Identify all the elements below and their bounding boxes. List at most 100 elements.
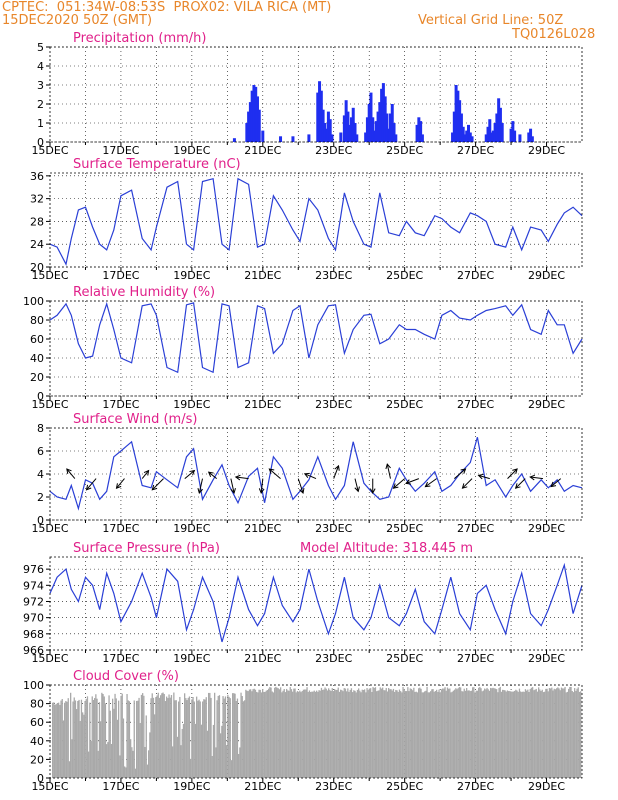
wind-arrow-head <box>207 471 214 478</box>
wind-arrow <box>550 478 562 487</box>
cloud-bar <box>308 690 311 778</box>
precip-bar <box>376 111 380 142</box>
cloud-bar <box>222 696 224 778</box>
cloud-bar <box>329 689 331 778</box>
cloud-bar <box>164 701 167 778</box>
wind-arrow-head <box>143 469 150 476</box>
cloud-bar <box>206 730 209 778</box>
cloud-bar <box>253 688 255 778</box>
cloud-bar <box>160 695 162 778</box>
cloud-bar <box>546 688 548 778</box>
cloud-bar <box>306 687 308 778</box>
cloud-bar <box>552 690 554 778</box>
cloud-bar <box>395 689 397 778</box>
cloud-bar <box>472 687 474 778</box>
x-tick-label: 23DEC <box>315 398 352 411</box>
panel-title: Relative Humidity (%) <box>73 285 215 300</box>
cloud-bar <box>274 687 276 778</box>
cloud-bar <box>499 686 501 778</box>
cloud-bar <box>162 692 164 778</box>
precip-bar <box>456 90 460 142</box>
cloud-bar <box>174 700 176 778</box>
cloud-bar <box>193 701 195 778</box>
cloud-bar <box>474 692 476 778</box>
cloud-bar <box>505 691 507 778</box>
precip-bar <box>261 130 265 142</box>
cloud-bar <box>442 688 444 778</box>
cloud-bar <box>238 753 240 778</box>
cloud-bar <box>78 699 80 778</box>
cloud-bar <box>241 696 243 778</box>
cloud-bar <box>314 691 317 778</box>
cloud-bar <box>182 723 185 778</box>
precip-bar <box>467 124 471 142</box>
y-tick-label: 970 <box>23 612 44 625</box>
cloud-bar <box>62 720 65 778</box>
cloud-bar <box>245 689 247 778</box>
cloud-bar <box>367 690 369 778</box>
header-date: 15DEC2020 50Z (GMT) <box>2 13 153 28</box>
cloud-bar <box>523 691 525 778</box>
cloud-bar <box>475 690 477 778</box>
cloud-bar <box>412 690 414 778</box>
cloud-bar <box>386 691 389 778</box>
y-tick-label: 2 <box>37 491 44 504</box>
cloud-bar <box>392 688 395 778</box>
panel-title: Cloud Cover (%) <box>73 669 179 684</box>
cloud-bar <box>307 691 309 778</box>
wind-arrow <box>393 478 405 489</box>
precip-bar <box>348 124 352 142</box>
cloud-bar <box>91 696 93 778</box>
cloud-bar <box>290 689 293 778</box>
cloud-bar <box>302 689 305 778</box>
wind-arrow-head <box>234 474 241 481</box>
cloud-bar <box>374 687 377 778</box>
wind-arrow <box>151 478 164 491</box>
precip-bar <box>491 130 495 142</box>
cloud-bar <box>143 695 145 778</box>
panel-temperature: 20 24 28 32 36 15DEC 17DEC 19DEC 21DEC 23DEC 25DEC… <box>30 157 583 282</box>
wind-arrow <box>462 478 473 489</box>
cloud-bar <box>259 689 261 778</box>
wind-arrow <box>333 465 340 479</box>
cloud-bar <box>425 690 427 778</box>
cloud-bar <box>157 692 159 778</box>
cloud-bar <box>532 687 534 778</box>
y-tick-label: 100 <box>23 679 44 692</box>
cloud-bar <box>77 701 79 778</box>
cloud-bar <box>184 693 186 778</box>
wind-arrow <box>304 473 317 480</box>
cloud-bar <box>262 688 264 778</box>
plot-frame <box>49 684 583 779</box>
cloud-bar <box>449 688 451 778</box>
x-tick-label: 21DEC <box>244 398 281 411</box>
cloud-bar <box>300 692 302 778</box>
cloud-bar <box>336 689 338 778</box>
wind-arrow-head <box>392 483 399 489</box>
cloud-bar <box>575 690 577 778</box>
cloud-bar <box>491 688 493 778</box>
panel-humidity: 0 20 40 60 80 100 15DEC 17DEC 19DEC 21DEC 23DEC 25D… <box>23 285 583 411</box>
cloud-bar <box>268 688 270 778</box>
cloud-bar <box>344 688 347 778</box>
cloud-bar <box>454 689 456 778</box>
cloud-bar <box>517 691 519 778</box>
cloud-bar <box>347 688 349 778</box>
y-tick-label: 1 <box>37 117 44 130</box>
wind-arrow <box>230 478 235 494</box>
cloud-bar <box>145 715 147 778</box>
cloud-bar <box>553 688 555 778</box>
cloud-bar <box>494 688 497 778</box>
cloud-bar <box>511 691 513 778</box>
precip-bar <box>529 128 533 142</box>
cloud-bar <box>282 690 284 778</box>
cloud-bar <box>379 687 381 778</box>
cloud-bar <box>74 700 77 778</box>
cloud-bar <box>545 688 547 778</box>
precip-bar <box>513 130 517 142</box>
cloud-bar <box>540 691 542 778</box>
cloud-bar <box>497 692 499 778</box>
pressure-line <box>49 562 583 643</box>
panel-title: Surface Pressure (hPa) <box>73 541 220 556</box>
